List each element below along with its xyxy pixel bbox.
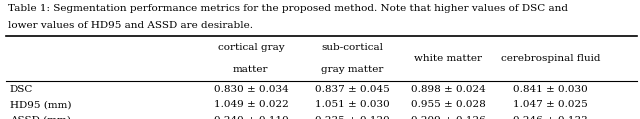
Text: Table 1: Segmentation performance metrics for the proposed method. Note that hig: Table 1: Segmentation performance metric… bbox=[8, 4, 568, 13]
Text: 0.837 ± 0.045: 0.837 ± 0.045 bbox=[316, 85, 390, 94]
Text: 0.898 ± 0.024: 0.898 ± 0.024 bbox=[411, 85, 485, 94]
Text: 0.830 ± 0.034: 0.830 ± 0.034 bbox=[214, 85, 288, 94]
Text: 0.209 ± 0.126: 0.209 ± 0.126 bbox=[411, 116, 485, 119]
Text: HD95 (mm): HD95 (mm) bbox=[10, 100, 71, 109]
Text: DSC: DSC bbox=[10, 85, 33, 94]
Text: 0.246 ± 0.133: 0.246 ± 0.133 bbox=[513, 116, 588, 119]
Text: matter: matter bbox=[233, 64, 269, 74]
Text: 1.051 ± 0.030: 1.051 ± 0.030 bbox=[316, 100, 390, 109]
Text: cortical gray: cortical gray bbox=[218, 43, 284, 52]
Text: ASSD (mm): ASSD (mm) bbox=[10, 116, 70, 119]
Text: 0.240 ± 0.110: 0.240 ± 0.110 bbox=[214, 116, 288, 119]
Text: white matter: white matter bbox=[414, 54, 482, 63]
Text: 1.049 ± 0.022: 1.049 ± 0.022 bbox=[214, 100, 288, 109]
Text: 1.047 ± 0.025: 1.047 ± 0.025 bbox=[513, 100, 588, 109]
Text: 0.955 ± 0.028: 0.955 ± 0.028 bbox=[411, 100, 485, 109]
Text: sub-cortical: sub-cortical bbox=[322, 43, 383, 52]
Text: 0.235 ± 0.120: 0.235 ± 0.120 bbox=[316, 116, 390, 119]
Text: 0.841 ± 0.030: 0.841 ± 0.030 bbox=[513, 85, 588, 94]
Text: gray matter: gray matter bbox=[321, 64, 384, 74]
Text: lower values of HD95 and ASSD are desirable.: lower values of HD95 and ASSD are desira… bbox=[8, 21, 253, 30]
Text: cerebrospinal fluid: cerebrospinal fluid bbox=[500, 54, 600, 63]
